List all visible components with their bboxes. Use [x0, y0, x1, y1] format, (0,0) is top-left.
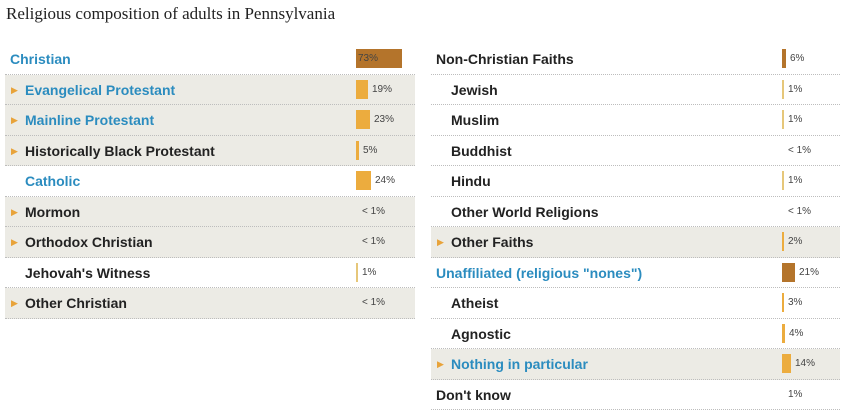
- expand-arrow-icon[interactable]: ▶: [11, 115, 18, 125]
- value-label: 19%: [372, 83, 393, 95]
- bar-atheist: [782, 293, 784, 312]
- bar-muslim: [782, 110, 784, 129]
- category-row-christian: Christian 73%: [5, 44, 415, 75]
- category-label[interactable]: Catholic: [25, 173, 81, 189]
- category-label[interactable]: Other Christian: [25, 295, 127, 311]
- value-label: 2%: [788, 236, 803, 247]
- value-label: 3%: [788, 297, 803, 308]
- value-label: 1%: [788, 83, 803, 95]
- expand-arrow-icon[interactable]: ▶: [437, 359, 444, 369]
- category-label: Agnostic: [451, 325, 511, 342]
- bar-catholic: [356, 171, 371, 190]
- column-other-groups: Non-Christian Faiths 6% Jewish 1% Muslim 1% Bu…: [431, 44, 840, 410]
- value-label: 24%: [375, 175, 396, 186]
- category-label: Jewish: [451, 81, 498, 98]
- category-label[interactable]: Historically Black Protestant: [25, 142, 215, 159]
- category-row-nothing-in-particular[interactable]: ▶ Nothing in particular 14%: [431, 349, 840, 380]
- category-row-jehovah-s-witness: Jehovah's Witness 1%: [5, 258, 415, 288]
- expand-arrow-icon[interactable]: ▶: [11, 84, 18, 95]
- category-row-other-world-religions: Other World Religions < 1%: [431, 197, 840, 227]
- bar-non-christian-faiths: [782, 49, 786, 68]
- value-label: 21%: [799, 266, 820, 278]
- value-label: < 1%: [788, 205, 812, 217]
- bar-jewish: [782, 79, 784, 99]
- category-label[interactable]: Christian: [10, 51, 71, 67]
- category-label[interactable]: Nothing in particular: [451, 356, 588, 372]
- category-row-muslim: Muslim 1%: [431, 105, 840, 136]
- category-label: Hindu: [451, 173, 491, 189]
- category-label[interactable]: Evangelical Protestant: [25, 81, 176, 98]
- value-label: < 1%: [362, 205, 386, 217]
- category-row-catholic: Catholic 24%: [5, 166, 415, 197]
- category-label: Jehovah's Witness: [25, 264, 151, 281]
- bar-evangelical-protestant: [356, 79, 368, 99]
- bar-agnostic: [782, 323, 785, 343]
- value-label: 23%: [374, 114, 395, 125]
- category-label: Non-Christian Faiths: [436, 51, 574, 67]
- value-label: 1%: [362, 266, 377, 278]
- value-label: 1%: [788, 114, 803, 125]
- category-row-agnostic: Agnostic 4%: [431, 319, 840, 349]
- value-label: 1%: [788, 175, 803, 186]
- bar-other-faiths: [782, 232, 784, 251]
- category-label[interactable]: Unaffiliated (religious "nones"): [436, 264, 643, 281]
- category-row-unaffiliated-religious-nones: Unaffiliated (religious "nones") 21%: [431, 258, 840, 288]
- category-label: Buddhist: [451, 142, 512, 159]
- category-row-other-christian[interactable]: ▶ Other Christian < 1%: [5, 288, 415, 319]
- value-label: 4%: [789, 327, 804, 339]
- value-label: 6%: [790, 53, 805, 64]
- category-label: Atheist: [451, 295, 499, 311]
- category-label: Don't know: [436, 386, 511, 403]
- category-row-non-christian-faiths: Non-Christian Faiths 6%: [431, 44, 840, 75]
- bar-unaffiliated-religious-nones: [782, 262, 795, 282]
- category-row-mormon[interactable]: ▶ Mormon < 1%: [5, 196, 415, 227]
- category-label: Other World Religions: [451, 203, 599, 220]
- bar-nothing-in-particular: [782, 354, 791, 373]
- category-row-evangelical-protestant[interactable]: ▶ Evangelical Protestant 19%: [5, 74, 415, 105]
- category-row-hindu: Hindu 1%: [431, 166, 840, 197]
- category-row-historically-black-protestant[interactable]: ▶ Historically Black Protestant 5%: [5, 135, 415, 166]
- value-label: 1%: [788, 388, 803, 400]
- value-label: 73%: [358, 53, 379, 64]
- bar-hindu: [782, 171, 784, 190]
- value-label: 5%: [363, 144, 378, 156]
- expand-arrow-icon[interactable]: ▶: [437, 237, 444, 247]
- category-label: Muslim: [451, 112, 500, 128]
- category-label[interactable]: Orthodox Christian: [25, 234, 153, 250]
- category-label[interactable]: Mainline Protestant: [25, 112, 155, 128]
- expand-arrow-icon[interactable]: ▶: [11, 206, 18, 217]
- expand-arrow-icon[interactable]: ▶: [11, 145, 18, 156]
- value-label: < 1%: [362, 297, 386, 308]
- category-row-buddhist: Buddhist < 1%: [431, 136, 840, 166]
- category-row-other-faiths[interactable]: ▶ Other Faiths 2%: [431, 227, 840, 258]
- category-row-mainline-protestant[interactable]: ▶ Mainline Protestant 23%: [5, 105, 415, 136]
- bar-jehovah-s-witness: [356, 262, 358, 282]
- category-label[interactable]: Other Faiths: [451, 234, 534, 250]
- category-label[interactable]: Mormon: [25, 203, 81, 220]
- value-label: 14%: [795, 358, 816, 369]
- bar-historically-black-protestant: [356, 140, 359, 160]
- category-row-atheist: Atheist 3%: [431, 288, 840, 319]
- expand-arrow-icon[interactable]: ▶: [11, 298, 18, 308]
- expand-arrow-icon[interactable]: ▶: [11, 237, 18, 247]
- value-label: < 1%: [362, 236, 386, 247]
- category-row-orthodox-christian[interactable]: ▶ Orthodox Christian < 1%: [5, 227, 415, 258]
- bar-christian: [356, 49, 402, 68]
- category-row-jewish: Jewish 1%: [431, 75, 840, 105]
- category-row-don-t-know: Don't know 1%: [431, 380, 840, 410]
- bar-mainline-protestant: [356, 110, 370, 129]
- chart-title: Religious composition of adults in Penns…: [6, 4, 336, 23]
- value-label: < 1%: [788, 144, 812, 156]
- column-christian: Christian 73% ▶ Evangelical Protestant 19% ▶ M…: [5, 44, 415, 319]
